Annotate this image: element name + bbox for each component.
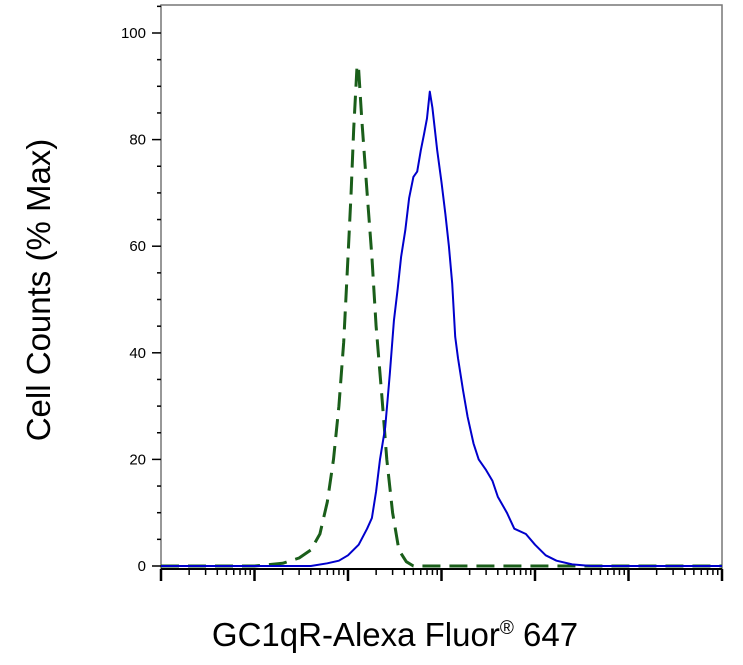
y-tick-label: 40 [129,345,146,362]
y-tick-label: 60 [129,238,146,255]
series-line-1-dashed [161,63,722,568]
y-tick-label: 20 [129,451,146,468]
x-axis-title-main: GC1qR-Alexa Fluor [212,616,500,653]
series-line-2-solid [161,90,722,567]
y-axis: 0 20 40 60 80 100 [121,5,161,575]
y-axis-title: Cell Counts (% Max) [20,139,57,442]
x-axis-title-registered: ® [500,618,514,639]
y-tick-label: 0 [138,558,146,575]
x-axis-title: GC1qR-Alexa Fluor® 647 [212,616,578,653]
y-tick-label: 100 [121,25,146,42]
x-axis-title-suffix: 647 [514,616,578,653]
series-layer [161,63,722,568]
y-tick-label: 80 [129,132,146,149]
x-axis [159,568,724,581]
plot-frame [160,4,723,570]
